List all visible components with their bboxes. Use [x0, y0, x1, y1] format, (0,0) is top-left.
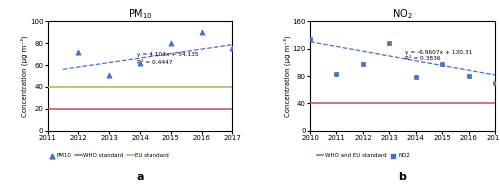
Point	[306, 37, 314, 40]
Point	[167, 42, 175, 45]
Point	[136, 61, 144, 65]
Text: R² = 0.3836: R² = 0.3836	[405, 56, 440, 61]
Y-axis label: Concentration (μg m⁻³): Concentration (μg m⁻³)	[284, 35, 291, 117]
Text: a: a	[136, 172, 143, 182]
Point	[74, 51, 82, 54]
Point	[198, 31, 205, 34]
Point	[359, 62, 367, 65]
Title: NO$_{2}$: NO$_{2}$	[392, 8, 413, 21]
Point	[332, 72, 340, 75]
Point	[105, 73, 113, 76]
Legend: PM10, WHO standard, EU standard: PM10, WHO standard, EU standard	[48, 153, 169, 158]
Text: R² = 0.4447: R² = 0.4447	[137, 60, 172, 65]
Point	[438, 62, 446, 65]
Title: PM$_{10}$: PM$_{10}$	[128, 8, 152, 21]
Point	[412, 76, 420, 79]
Y-axis label: Concentration (μg m⁻³): Concentration (μg m⁻³)	[21, 35, 28, 117]
Point	[386, 42, 394, 45]
Text: y = 4.103x + 54.135: y = 4.103x + 54.135	[137, 52, 198, 57]
Point	[491, 81, 499, 84]
Text: b: b	[398, 172, 406, 182]
Legend: WHO and EU standard, NO2: WHO and EU standard, NO2	[316, 153, 410, 158]
Point	[228, 46, 236, 49]
Text: y = -6.9607x + 130.31: y = -6.9607x + 130.31	[405, 50, 472, 55]
Point	[464, 74, 472, 78]
